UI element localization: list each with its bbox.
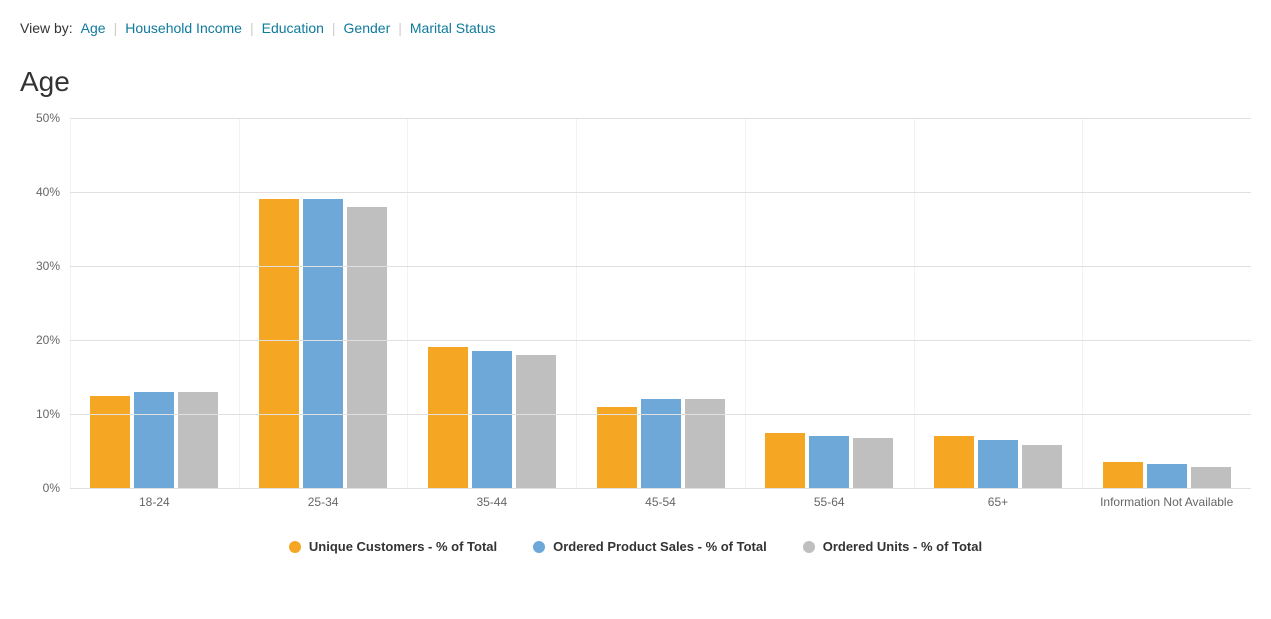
chart-title: Age (20, 66, 1251, 98)
chart-bar (259, 199, 299, 488)
legend-swatch-icon (533, 541, 545, 553)
chart-xaxis-label: 45-54 (576, 489, 745, 509)
chart-ytick-label: 30% (20, 259, 60, 273)
legend-label: Ordered Units - % of Total (823, 539, 982, 554)
chart-xaxis-label: 65+ (914, 489, 1083, 509)
tab-separator: | (250, 20, 254, 36)
chart-ytick-label: 20% (20, 333, 60, 347)
chart-bar (347, 207, 387, 488)
chart-ytick-label: 50% (20, 111, 60, 125)
tab-age[interactable]: Age (81, 20, 106, 36)
chart-gridline (70, 340, 1251, 341)
chart-bar (809, 436, 849, 488)
chart-category-group (70, 118, 239, 488)
tab-separator: | (332, 20, 336, 36)
chart-xaxis-row: 18-2425-3435-4445-5455-6465+Information … (70, 489, 1251, 509)
chart-container: 0%10%20%30%40%50% 18-2425-3435-4445-5455… (20, 118, 1251, 554)
tab-marital-status[interactable]: Marital Status (410, 20, 496, 36)
chart-legend: Unique Customers - % of Total Ordered Pro… (20, 539, 1251, 554)
chart-category-group (576, 118, 745, 488)
chart-bar (1103, 462, 1143, 488)
chart-bar (1147, 464, 1187, 488)
chart-category-group (745, 118, 914, 488)
chart-xaxis-label: 18-24 (70, 489, 239, 509)
chart-bar (178, 392, 218, 488)
chart-bar (1022, 445, 1062, 488)
chart-category-group (239, 118, 408, 488)
chart-category-group (407, 118, 576, 488)
chart-bar (978, 440, 1018, 488)
chart-xaxis-label: 25-34 (239, 489, 408, 509)
tab-education[interactable]: Education (262, 20, 324, 36)
chart-ytick-label: 0% (20, 481, 60, 495)
chart-xaxis-label: Information Not Available (1082, 489, 1251, 509)
chart-bar (685, 399, 725, 488)
chart-bar (303, 199, 343, 488)
chart-gridline (70, 192, 1251, 193)
viewby-label: View by: (20, 20, 73, 36)
legend-swatch-icon (803, 541, 815, 553)
legend-item: Ordered Units - % of Total (803, 539, 982, 554)
chart-bar (765, 433, 805, 489)
legend-label: Ordered Product Sales - % of Total (553, 539, 767, 554)
chart-bar (90, 396, 130, 489)
tab-separator: | (114, 20, 118, 36)
page-root: View by: Age | Household Income | Educat… (0, 0, 1271, 564)
chart-bar (641, 399, 681, 488)
chart-category-group (914, 118, 1083, 488)
tab-separator: | (398, 20, 402, 36)
chart-ytick-label: 40% (20, 185, 60, 199)
viewby-bar: View by: Age | Household Income | Educat… (20, 20, 1251, 36)
chart-gridline (70, 118, 1251, 119)
chart-bar (597, 407, 637, 488)
tab-household-income[interactable]: Household Income (125, 20, 242, 36)
chart-category-group (1082, 118, 1251, 488)
chart-bar (516, 355, 556, 488)
legend-label: Unique Customers - % of Total (309, 539, 497, 554)
chart-bar (1191, 467, 1231, 488)
chart-xaxis-label: 55-64 (745, 489, 914, 509)
chart-bar (134, 392, 174, 488)
chart-gridline (70, 266, 1251, 267)
chart-xaxis-label: 35-44 (407, 489, 576, 509)
chart-gridline (70, 414, 1251, 415)
tab-gender[interactable]: Gender (344, 20, 391, 36)
chart-plot-area: 0%10%20%30%40%50% (70, 118, 1251, 489)
chart-bars-row (70, 118, 1251, 488)
chart-ytick-label: 10% (20, 407, 60, 421)
legend-item: Unique Customers - % of Total (289, 539, 497, 554)
chart-bar (472, 351, 512, 488)
chart-bar (853, 438, 893, 488)
legend-item: Ordered Product Sales - % of Total (533, 539, 767, 554)
legend-swatch-icon (289, 541, 301, 553)
chart-bar (934, 436, 974, 488)
chart-bar (428, 347, 468, 488)
